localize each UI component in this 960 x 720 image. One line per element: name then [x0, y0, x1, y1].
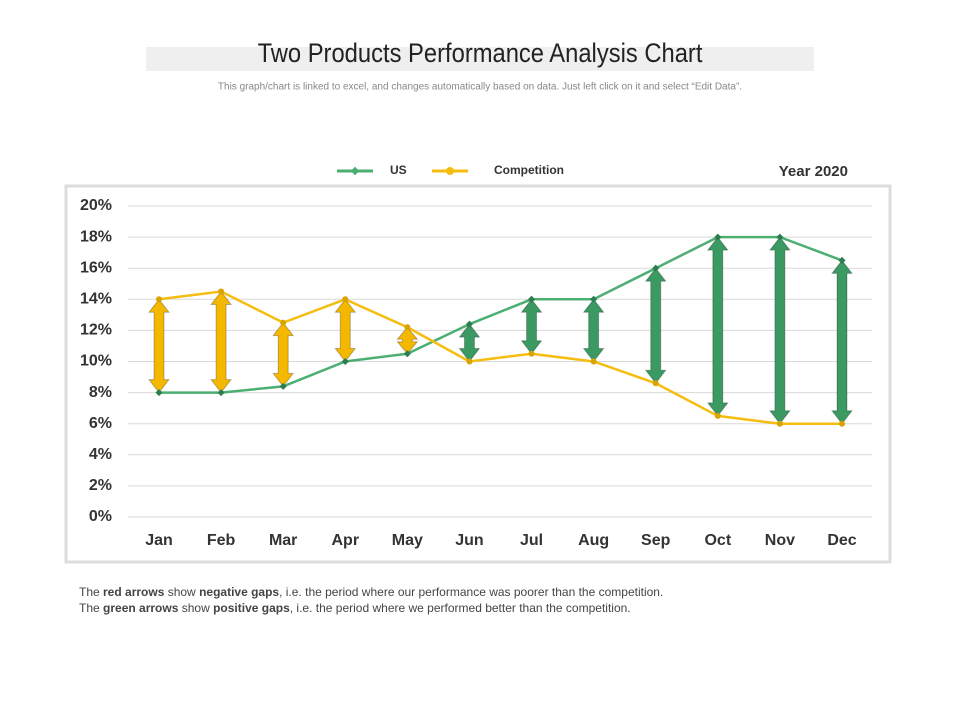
point-marker: [776, 233, 784, 241]
x-tick-label: Feb: [207, 532, 236, 549]
footnote-segment: , i.e. the period where we performed bet…: [290, 601, 631, 615]
point-marker: [342, 296, 349, 303]
y-tick-label: 8%: [89, 384, 112, 401]
x-tick-label: Sep: [641, 532, 671, 549]
point-marker: [652, 380, 659, 387]
series-line: [159, 235, 843, 394]
point-marker: [528, 350, 535, 357]
legend-marker: [446, 167, 454, 175]
title-band: [146, 47, 814, 71]
point-marker: [652, 264, 660, 272]
point-marker: [839, 420, 845, 427]
y-tick-label: 0%: [89, 508, 112, 525]
footnote-segment: , i.e. the period where our performance …: [279, 585, 663, 599]
footnote-segment: green arrows: [103, 601, 179, 615]
x-tick-label: Nov: [765, 532, 795, 549]
y-tick-label: 4%: [89, 446, 112, 463]
x-tick-label: Oct: [704, 532, 731, 549]
footnote: The green arrows show positive gaps, i.e…: [79, 601, 631, 615]
y-tick-label: 20%: [80, 197, 112, 214]
point-marker: [155, 389, 163, 397]
legend-marker: [350, 166, 360, 176]
point-marker: [838, 256, 846, 264]
legend-label: US: [390, 163, 407, 177]
point-marker: [466, 358, 473, 365]
y-tick-label: 14%: [80, 291, 112, 308]
x-tick-label: Jun: [455, 532, 483, 549]
footnote-segment: negative gaps: [199, 585, 279, 599]
y-tick-label: 10%: [80, 353, 112, 370]
point-marker: [280, 319, 287, 326]
point-marker: [341, 357, 349, 366]
y-tick-label: 18%: [80, 228, 112, 245]
point-marker: [776, 420, 783, 427]
y-tick-label: 6%: [89, 415, 112, 432]
x-tick-label: Dec: [827, 532, 856, 549]
footnote-segment: show: [178, 601, 213, 615]
footnote-segment: positive gaps: [213, 601, 290, 615]
point-marker: [590, 358, 597, 365]
footnote: The red arrows show negative gaps, i.e. …: [79, 585, 663, 599]
chart-title: Two Products Performance Analysis Chart: [258, 39, 703, 69]
point-marker: [714, 412, 721, 419]
point-marker: [465, 320, 473, 328]
point-marker: [590, 295, 598, 303]
x-tick-label: Jan: [145, 532, 173, 549]
point-marker: [279, 382, 287, 390]
x-tick-label: Aug: [578, 532, 609, 549]
footnote-segment: The: [79, 601, 103, 615]
point-marker: [404, 324, 411, 331]
x-tick-label: Mar: [269, 532, 297, 549]
y-tick-label: 12%: [80, 322, 112, 339]
point-marker: [218, 288, 225, 295]
point-marker: [217, 389, 225, 397]
x-tick-label: Jul: [520, 532, 543, 549]
footnote-segment: red arrows: [103, 585, 165, 599]
point-marker: [156, 296, 162, 303]
y-tick-label: 2%: [89, 477, 112, 494]
point-marker: [714, 233, 722, 241]
series-line: [158, 290, 842, 425]
chart-subtitle: This graph/chart is linked to excel, and…: [218, 82, 742, 93]
point-marker: [403, 350, 411, 358]
annotation: Year 2020: [779, 163, 848, 180]
plot-frame: [64, 184, 892, 564]
point-marker: [528, 295, 536, 303]
footnote-segment: show: [164, 585, 199, 599]
x-tick-label: May: [392, 532, 423, 549]
footnote-segment: The: [79, 585, 103, 599]
y-tick-label: 16%: [80, 259, 112, 276]
legend-label: Competition: [494, 163, 564, 177]
x-tick-label: Apr: [331, 532, 359, 549]
